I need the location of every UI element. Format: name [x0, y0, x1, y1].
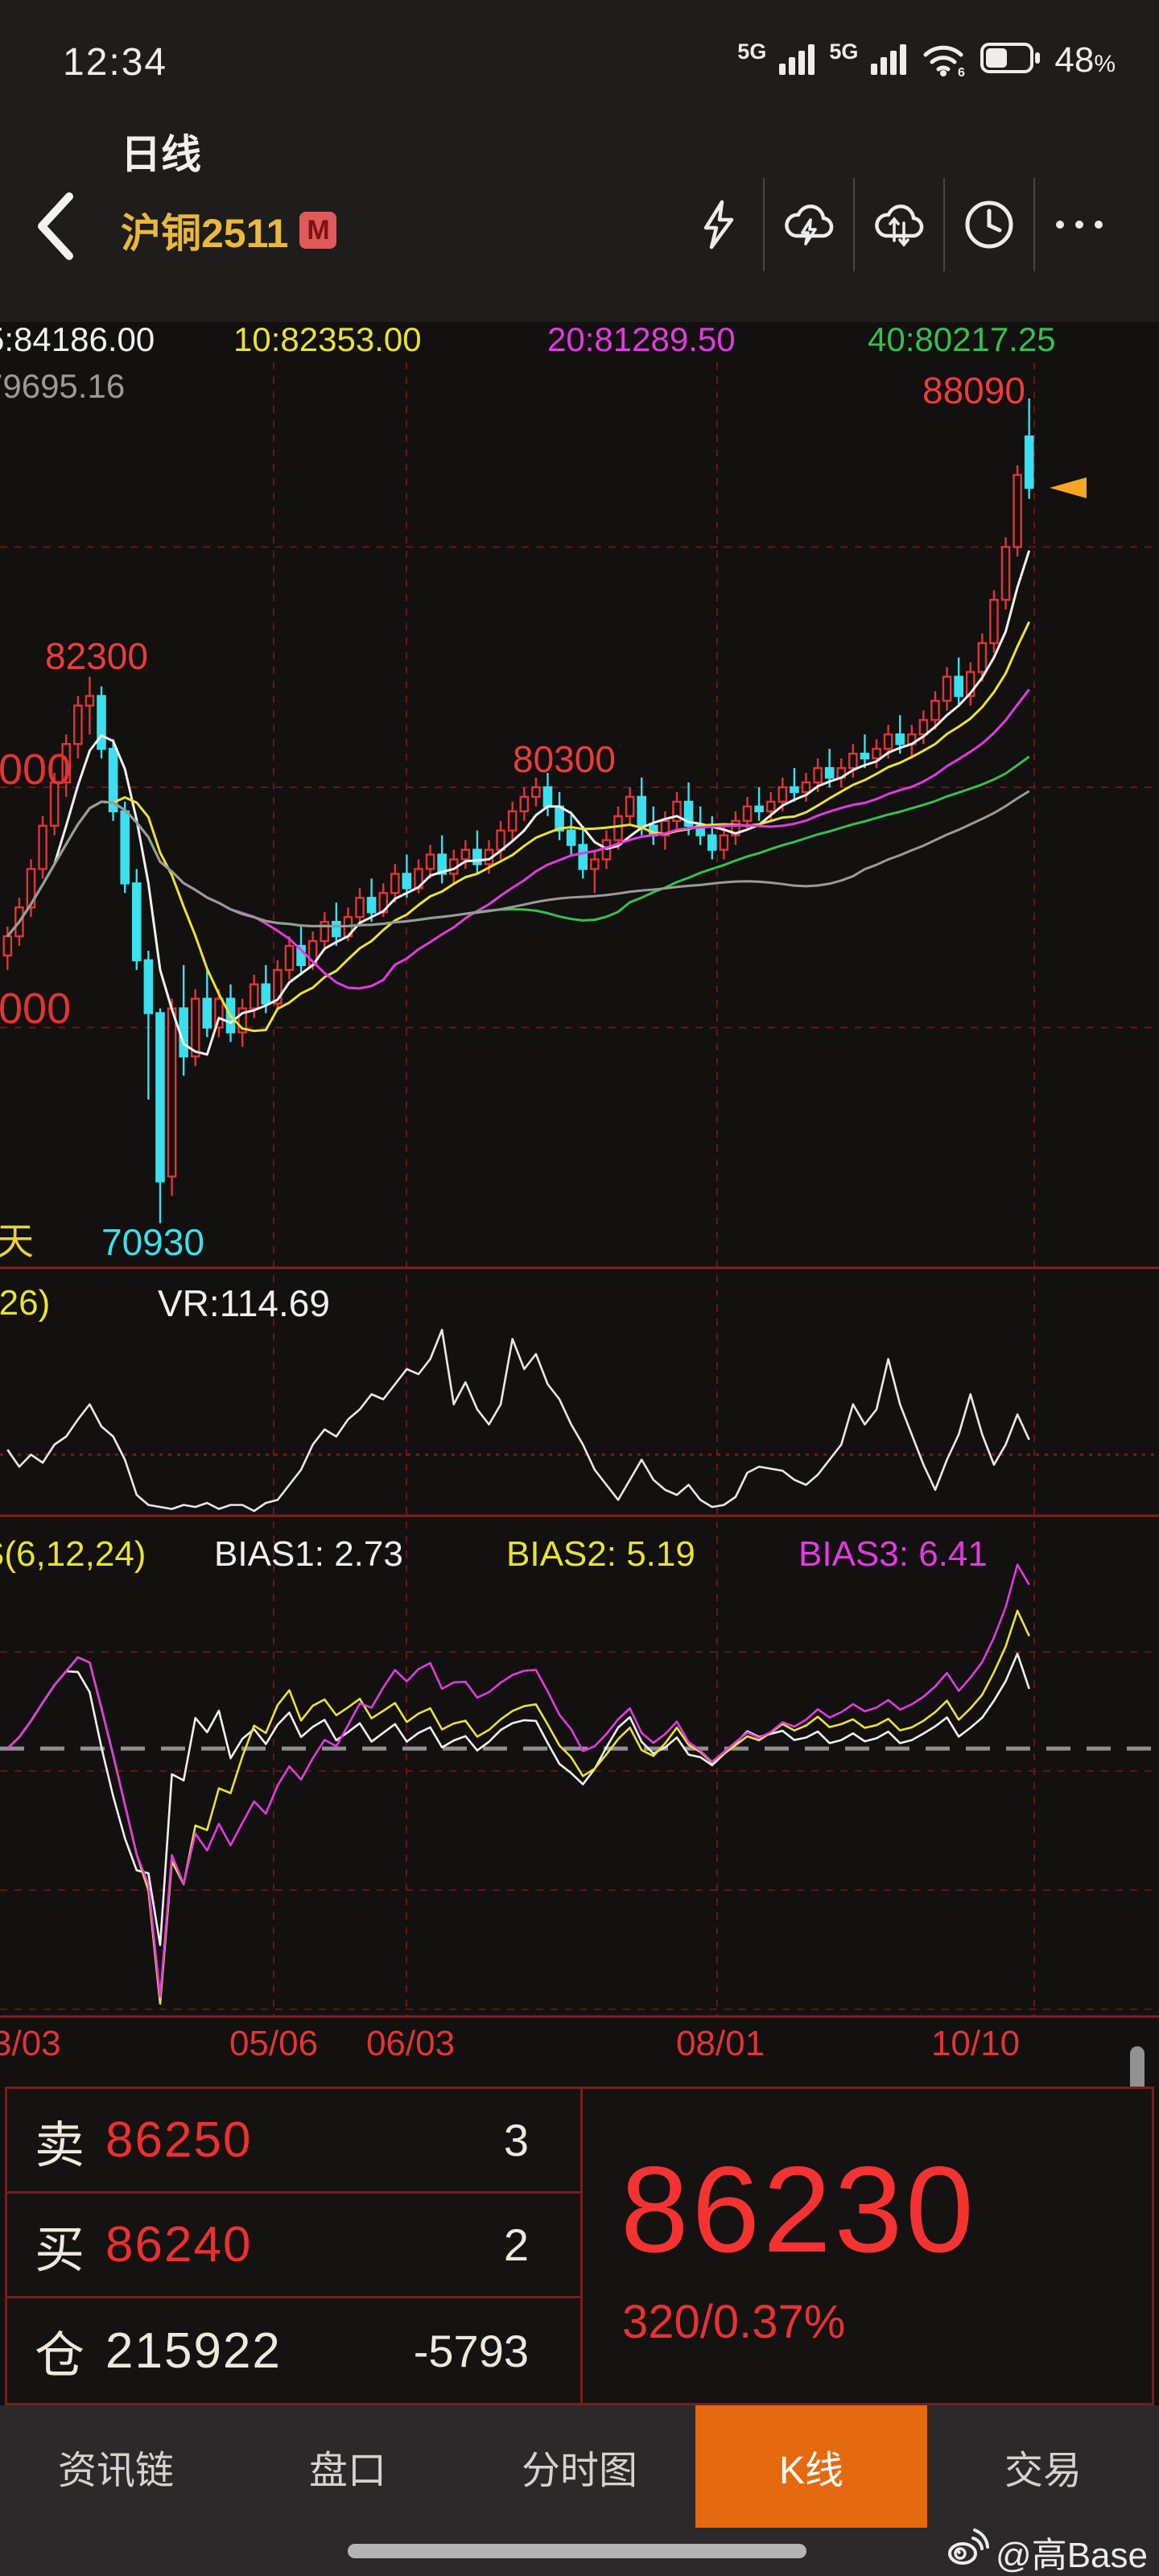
open-interest-change: -5793	[413, 2325, 529, 2376]
svg-text:6: 6	[958, 66, 965, 77]
ma10-value: 10:82353.00	[233, 320, 422, 358]
home-indicator[interactable]	[348, 2544, 806, 2558]
vr-param-label: (26)	[0, 1283, 51, 1323]
bid-row[interactable]: 买 86240 2	[7, 2194, 580, 2298]
symbol-row[interactable]: 沪铜2511 M	[121, 201, 337, 259]
battery-icon	[980, 43, 1041, 77]
ma60-value: 79695.16	[0, 367, 126, 405]
grid-price-label-truncated: 000	[0, 985, 72, 1033]
tab-kline-active[interactable]: K线	[695, 2405, 927, 2528]
x-tick-label: 3/03	[0, 2024, 61, 2063]
cloud-flash-icon[interactable]	[765, 172, 853, 277]
icon-divider	[763, 178, 765, 271]
flash-trade-icon[interactable]	[674, 172, 763, 277]
last-price: 86230	[621, 2141, 977, 2278]
network-5g-badge: 5G	[737, 39, 767, 64]
tab-label: 交易	[1004, 2450, 1082, 2492]
high-price-label: 88090	[922, 369, 1025, 411]
weibo-icon	[947, 2528, 990, 2576]
peak-price-label: 82300	[45, 635, 148, 677]
icon-divider	[853, 178, 855, 271]
bid-qty: 2	[503, 2219, 529, 2270]
latest-price-triangle-marker	[1050, 477, 1087, 499]
wifi-6-icon: 6	[921, 39, 967, 81]
bias-param-label: S(6,12,24)	[0, 1534, 146, 1574]
grid-price-label-truncated: 000	[0, 745, 72, 794]
low-price-label: 70930	[101, 1221, 204, 1263]
tab-label: 分时图	[521, 2450, 637, 2492]
top-bar-background	[0, 0, 1159, 322]
status-time: 12:34	[63, 41, 168, 84]
back-button[interactable]	[32, 192, 79, 265]
ma40-value: 40:80217.25	[868, 320, 1056, 358]
open-interest-value: 215922	[105, 2322, 282, 2379]
bias2-value: BIAS2: 5.19	[506, 1534, 695, 1574]
icon-divider	[943, 178, 945, 271]
ma5-value: 5:84186.00	[0, 320, 155, 358]
battery-percent: 48%	[1054, 39, 1116, 80]
last-price-cell[interactable]: 86230 320/0.37%	[580, 2089, 1152, 2403]
ma20-value: 20:81289.50	[547, 320, 736, 358]
icon-divider	[1033, 178, 1035, 271]
watermark: @高Base	[947, 2526, 1148, 2576]
x-tick-label: 06/03	[365, 2024, 456, 2063]
quote-panel: 卖 86250 3 买 86240 2 仓 215922 -5793 86230…	[5, 2087, 1154, 2405]
left-partial-label: 天	[0, 1220, 34, 1262]
open-interest-label: 仓	[35, 2328, 85, 2384]
history-clock-icon[interactable]	[945, 172, 1033, 277]
more-ellipsis-icon[interactable]	[1035, 172, 1124, 277]
tab-trade[interactable]: 交易	[927, 2405, 1159, 2528]
chart-period-title[interactable]: 日线	[121, 132, 201, 177]
x-tick-label: 08/01	[675, 2024, 765, 2063]
signal-bars-icon-2	[871, 41, 908, 79]
watermark-handle: @高Base	[996, 2536, 1148, 2575]
open-interest-row[interactable]: 仓 215922 -5793	[7, 2298, 580, 2403]
bias3-value: BIAS3: 6.41	[798, 1534, 988, 1574]
network-5g-badge-2: 5G	[829, 39, 859, 64]
bid-price: 86240	[105, 2217, 253, 2273]
status-icons: 5G 5G 6 48	[737, 39, 1116, 81]
symbol-name: 沪铜2511	[121, 211, 289, 256]
ask-row[interactable]: 卖 86250 3	[7, 2089, 580, 2194]
x-tick-label: 05/06	[229, 2024, 319, 2063]
header-actions	[674, 172, 1124, 277]
tab-order-book[interactable]: 盘口	[232, 2405, 464, 2528]
tab-time-share[interactable]: 分时图	[464, 2405, 695, 2528]
ask-qty: 3	[503, 2115, 529, 2165]
tab-label: 盘口	[308, 2450, 386, 2492]
tab-label: 资讯链	[57, 2450, 174, 2492]
signal-bars-icon	[779, 41, 816, 79]
ask-price: 86250	[105, 2112, 253, 2168]
price-change: 320/0.37%	[622, 2296, 846, 2348]
main-contract-badge: M	[299, 212, 337, 249]
mid-peak-price-label: 80300	[513, 738, 616, 780]
x-tick-label: 10/10	[930, 2024, 1021, 2063]
bias1-value: BIAS1: 2.73	[214, 1534, 403, 1574]
tab-news[interactable]: 资讯链	[0, 2405, 232, 2528]
ask-label: 卖	[35, 2117, 85, 2174]
vr-value-label: VR:114.69	[158, 1282, 330, 1324]
tab-label: K线	[778, 2450, 844, 2492]
panel-divider	[580, 2089, 583, 2403]
bid-label: 买	[35, 2222, 85, 2278]
cloud-sync-icon[interactable]	[855, 172, 943, 277]
